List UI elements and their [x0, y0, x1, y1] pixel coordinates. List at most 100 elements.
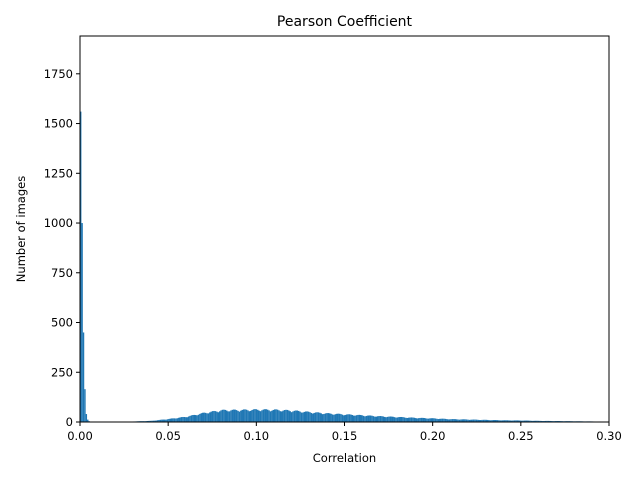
histogram-bar-59: [216, 411, 218, 422]
histogram-bar-68: [228, 411, 231, 422]
histogram-bar-271: [515, 420, 517, 422]
histogram-bar-196: [409, 417, 411, 422]
histogram-bar-215: [436, 418, 438, 422]
histogram-bar-38: [186, 417, 188, 422]
histogram-bar-267: [509, 420, 512, 422]
histogram-bar-130: [316, 412, 318, 422]
histogram-bar-248: [482, 419, 485, 422]
histogram-bar-37: [185, 417, 187, 422]
histogram-bar-241: [472, 419, 475, 422]
histogram-bar-277: [523, 420, 526, 422]
histogram-bar-204: [420, 417, 423, 422]
histogram-bar-137: [326, 413, 328, 422]
histogram-bar-212: [431, 418, 434, 422]
histogram-bar-133: [320, 413, 322, 422]
histogram-bar-111: [289, 411, 291, 422]
histogram-bar-46: [197, 414, 200, 422]
histogram-bar-31: [176, 418, 179, 422]
histogram-bar-163: [362, 415, 365, 422]
histogram-bar-157: [354, 415, 356, 422]
histogram-bar-251: [486, 419, 489, 422]
histogram-bar-146: [338, 413, 341, 422]
histogram-bar-92: [262, 409, 265, 422]
histogram-bar-225: [450, 419, 452, 422]
histogram-bar-294: [547, 420, 550, 422]
histogram-bar-198: [412, 417, 414, 422]
histogram-bar-283: [532, 420, 534, 422]
histogram-bar-173: [376, 416, 379, 422]
y-axis-ticks: 0 250 500 750 1000 1250 1500 1750: [44, 67, 80, 429]
plot-frame: [79, 35, 610, 423]
histogram-bar-128: [313, 412, 315, 422]
histogram-bar-86: [254, 409, 256, 422]
histogram-bar-80: [245, 409, 248, 422]
histogram-bar-90: [259, 411, 262, 422]
histogram-bar-103: [278, 410, 280, 422]
y-tick-label: 1250: [44, 166, 73, 180]
histogram-bar-62: [220, 410, 222, 422]
histogram-bar-67: [227, 411, 229, 422]
histogram-bar-158: [355, 415, 358, 422]
histogram-bar-116: [296, 410, 298, 422]
histogram-bar-131: [317, 412, 320, 422]
histogram-bar-63: [221, 409, 224, 422]
histogram-bar-120: [302, 412, 304, 422]
histogram-bar-95: [266, 409, 269, 422]
histogram-bar-87: [255, 409, 258, 422]
histogram-bar-214: [434, 418, 437, 422]
histogram-bar-16: [155, 420, 157, 422]
histogram-bar-134: [321, 414, 324, 422]
histogram-bar-265: [506, 420, 509, 422]
histogram-bar-35: [182, 416, 184, 422]
histogram-bar-89: [258, 410, 260, 422]
histogram-bar-48: [200, 413, 203, 422]
histogram-bar-192: [403, 417, 406, 422]
histogram-bar-237: [467, 419, 469, 422]
histogram-bar-75: [238, 411, 241, 422]
histogram-bar-129: [314, 412, 317, 422]
histogram-bar-216: [437, 419, 440, 422]
histogram-bar-249: [484, 419, 486, 422]
histogram-bar-160: [358, 414, 361, 422]
histogram-bar-54: [209, 412, 211, 422]
histogram-bar-76: [240, 410, 242, 422]
histogram-bar-50: [203, 412, 205, 422]
histogram-bar-164: [364, 416, 366, 422]
histogram-bar-221: [444, 418, 447, 422]
histogram-bar-187: [396, 417, 399, 422]
histogram-bar-230: [457, 419, 459, 422]
histogram-bar-209: [427, 418, 430, 422]
x-axis-label: Correlation: [313, 451, 376, 465]
histogram-spike-bar-1: [81, 223, 83, 422]
histogram-bar-236: [465, 419, 468, 422]
histogram-bar-193: [405, 417, 407, 422]
histogram-bar-29: [173, 418, 176, 422]
histogram-bar-179: [385, 417, 387, 422]
histogram-bar-107: [283, 410, 286, 422]
histogram-bar-170: [372, 416, 375, 422]
histogram-bar-227: [453, 419, 455, 422]
histogram-bar-171: [374, 416, 376, 422]
histogram-bar-153: [348, 414, 351, 422]
x-tick-label: 0.15: [332, 429, 358, 443]
histogram-bar-17: [156, 420, 159, 422]
histogram-bar-223: [447, 419, 449, 422]
histogram-spike-bar-4: [85, 414, 88, 422]
histogram-bar-174: [378, 416, 380, 422]
histogram-bar-122: [305, 411, 307, 422]
histogram-bar-142: [333, 414, 335, 422]
histogram-bar-118: [299, 411, 301, 422]
histogram-bar-288: [539, 420, 541, 422]
histogram-bar-99: [272, 409, 275, 422]
histogram-spike-bar-0: [80, 111, 82, 422]
histogram-bar-233: [461, 419, 464, 422]
x-tick-label: 0.20: [420, 429, 446, 443]
histogram-bar-57: [213, 410, 215, 422]
histogram-bar-239: [470, 419, 472, 422]
histogram-bar-51: [204, 412, 207, 422]
histogram-bar-121: [303, 411, 306, 422]
histogram-bar-262: [502, 420, 504, 422]
histogram-bar-185: [393, 417, 396, 422]
histogram-bar-145: [337, 413, 339, 422]
